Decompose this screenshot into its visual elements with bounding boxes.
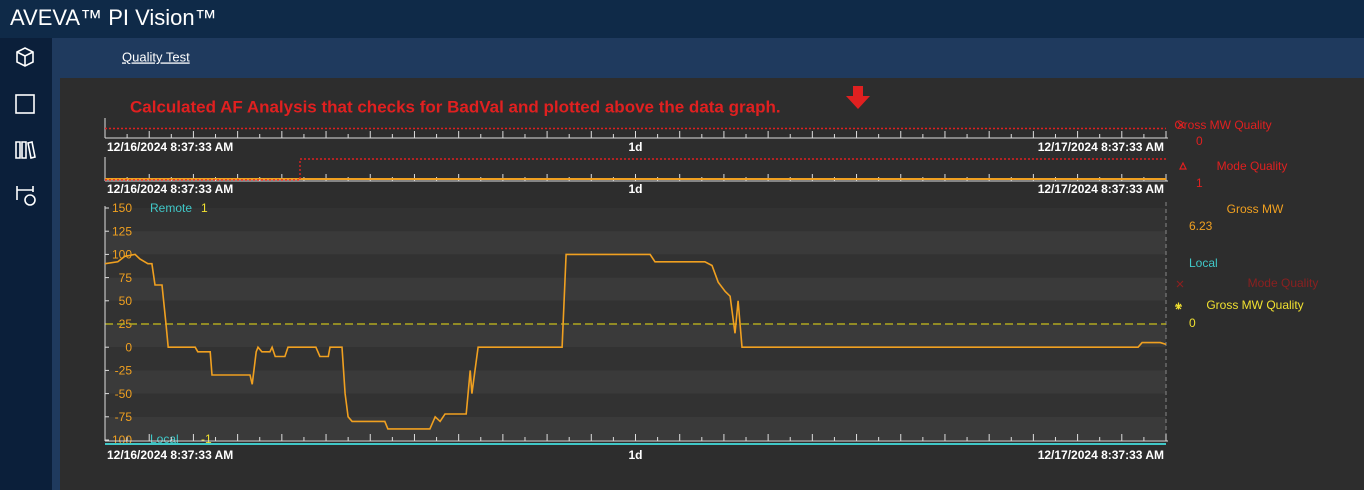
y-tick-label: 100 [112, 248, 132, 262]
y-tick-label: -100 [108, 433, 132, 447]
display-title[interactable]: Quality Test [122, 49, 190, 64]
legend-name: Gross MW [1227, 202, 1284, 216]
events-icon[interactable] [16, 186, 34, 200]
library-icon[interactable] [15, 141, 36, 159]
y-tick-label: 150 [112, 201, 132, 215]
grid-band [105, 277, 1166, 301]
sidebar [0, 38, 52, 490]
y-tick-label: 75 [119, 271, 133, 285]
legend-icon [1176, 280, 1184, 288]
legend-name: Mode Quality [1248, 276, 1319, 290]
state-value: 1 [201, 201, 208, 215]
frame [52, 78, 60, 490]
legend-value: 1 [1196, 176, 1203, 190]
legend-value: 6.23 [1189, 219, 1213, 233]
state-label: Local [150, 432, 179, 446]
header-bar [0, 0, 1364, 38]
y-tick-label: -50 [115, 387, 133, 401]
grid-band [105, 254, 1166, 278]
grid-band [105, 324, 1166, 348]
x-start-label: 12/16/2024 8:37:33 AM [107, 448, 233, 462]
legend-icon [1175, 302, 1182, 310]
x-start-label: 12/16/2024 8:37:33 AM [107, 182, 233, 196]
x-duration-label: 1d [628, 182, 642, 196]
grid-band [105, 231, 1166, 255]
display-icon[interactable] [15, 94, 35, 114]
legend-icon [1179, 161, 1187, 170]
state-label: Remote [150, 201, 192, 215]
state-value: -1 [201, 432, 212, 446]
x-duration-label: 1d [628, 140, 642, 154]
y-tick-label: -25 [115, 364, 133, 378]
grid-band [105, 208, 1166, 232]
legend-name: Mode Quality [1217, 159, 1288, 173]
annotation-arrow [846, 86, 870, 109]
x-start-label: 12/16/2024 8:37:33 AM [107, 140, 233, 154]
y-tick-label: 125 [112, 224, 132, 238]
y-tick-label: 50 [119, 294, 133, 308]
legend-name: Gross MW Quality [1206, 298, 1303, 312]
trace [104, 253, 1167, 430]
x-duration-label: 1d [628, 448, 642, 462]
assets-icon[interactable] [16, 47, 34, 67]
tab-bar [52, 38, 1364, 78]
grid-band [105, 370, 1166, 394]
trace [105, 158, 1166, 181]
app-title: AVEVA™ PI Vision™ [10, 5, 217, 30]
y-tick-label: -75 [115, 410, 133, 424]
legend-icon [1177, 121, 1185, 129]
x-end-label: 12/17/2024 8:37:33 AM [1038, 140, 1164, 154]
y-tick-label: 25 [119, 317, 133, 331]
grid-band [105, 347, 1166, 371]
legend-name: Local [1189, 256, 1218, 270]
grid-band [105, 393, 1166, 417]
legend-name: Gross MW Quality [1174, 118, 1271, 132]
x-end-label: 12/17/2024 8:37:33 AM [1038, 448, 1164, 462]
legend-value: 0 [1189, 316, 1196, 330]
y-tick-label: 0 [125, 340, 132, 354]
events-icon-clock [24, 194, 36, 206]
legend-value: 0 [1196, 134, 1203, 148]
annotation: Calculated AF Analysis that checks for B… [130, 97, 781, 116]
grid-band [105, 300, 1166, 324]
x-end-label: 12/17/2024 8:37:33 AM [1038, 182, 1164, 196]
